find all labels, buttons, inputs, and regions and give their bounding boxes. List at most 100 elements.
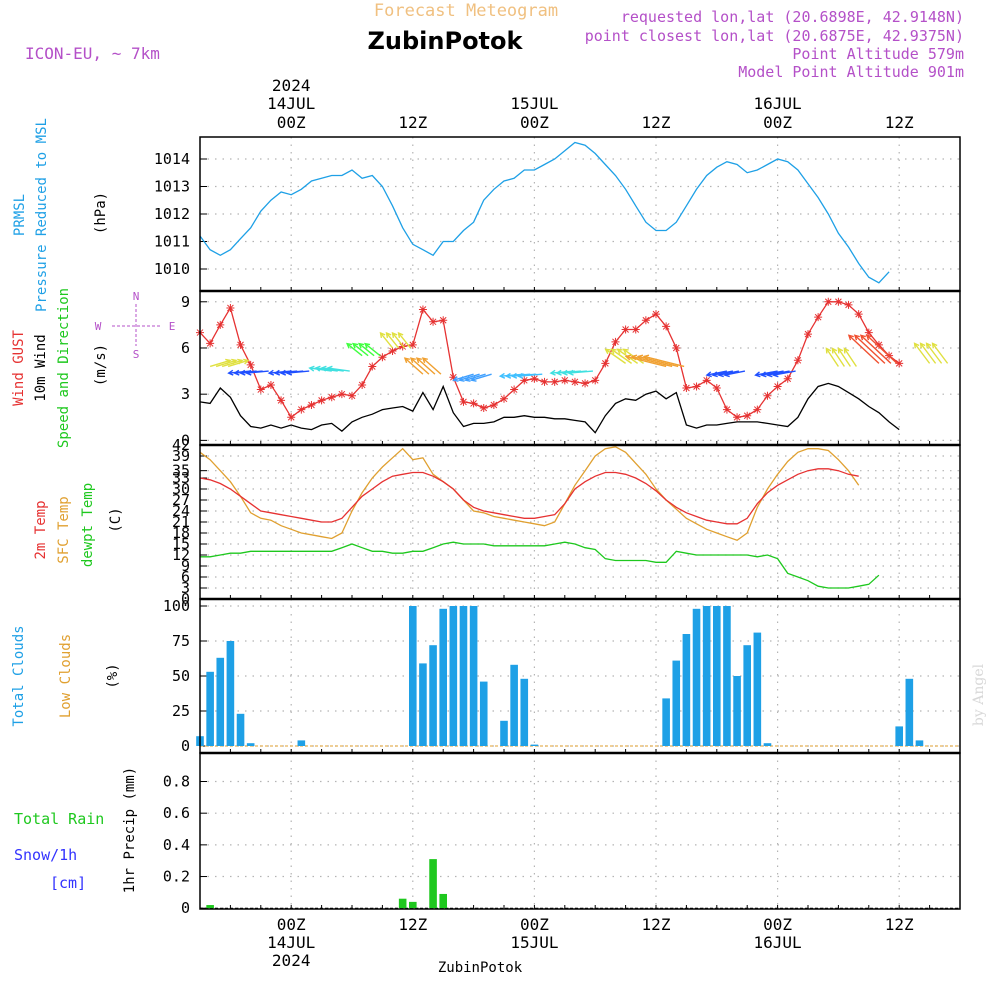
wind-arrow bbox=[246, 370, 269, 374]
gust-label: Wind GUST bbox=[11, 330, 27, 406]
wind-arrow-head bbox=[403, 357, 410, 364]
gust-line-marker bbox=[692, 382, 701, 391]
wind-arrow-head bbox=[549, 369, 556, 376]
top-day-label: 14JUL bbox=[267, 94, 315, 113]
wind-arrow bbox=[611, 348, 633, 364]
temperature-ytick-label: 33 bbox=[172, 469, 190, 487]
cloud-bar bbox=[469, 606, 478, 746]
wind-arrow-head bbox=[498, 372, 506, 379]
wind-arrow-head bbox=[705, 371, 712, 378]
wind-arrow-head bbox=[239, 369, 246, 376]
wind-arrow bbox=[773, 370, 796, 376]
cloud-bar bbox=[520, 678, 529, 746]
gust-line-marker bbox=[277, 396, 286, 405]
footer-location: ZubinPotok bbox=[438, 960, 523, 976]
cloud-bar bbox=[763, 743, 772, 746]
model-label: ICON-EU, ~ 7km bbox=[25, 44, 160, 63]
compass-n: N bbox=[133, 290, 140, 303]
temperature-ytick-label: 27 bbox=[172, 491, 190, 509]
bottom-hour-label: 12Z bbox=[398, 915, 427, 934]
gust-line-marker bbox=[378, 353, 387, 362]
model-altitude: Model Point Altitude 901m bbox=[738, 63, 964, 81]
wind-arrow bbox=[358, 343, 375, 357]
wind-arrow bbox=[706, 370, 728, 376]
wind-arrow bbox=[404, 357, 424, 375]
top-hour-label: 12Z bbox=[398, 113, 427, 132]
wind-arrow-head bbox=[273, 369, 281, 376]
top-year-label: 2024 bbox=[272, 76, 311, 95]
cloud-bar bbox=[753, 632, 762, 746]
wind-arrow bbox=[364, 343, 381, 357]
location-title: ZubinPotok bbox=[368, 27, 524, 55]
temperature-ytick-label: 0 bbox=[181, 590, 190, 608]
precip-ytick-label: 0 bbox=[181, 899, 190, 917]
top-hour-label: 00Z bbox=[763, 113, 792, 132]
total-clouds-label: Total Clouds bbox=[11, 625, 27, 726]
wind-arrow-head bbox=[925, 342, 932, 349]
wind-arrow bbox=[625, 355, 667, 368]
wind-arrow-head bbox=[610, 348, 617, 355]
wind-arrow-head bbox=[717, 371, 724, 378]
wind-arrow bbox=[352, 343, 369, 357]
wind-arrow bbox=[465, 373, 486, 381]
compass: N S W E bbox=[95, 290, 176, 361]
wind-arrow-head bbox=[452, 376, 459, 382]
wind-arrow bbox=[321, 367, 344, 372]
wind-arrow-head bbox=[415, 357, 422, 364]
wind-arrow-head bbox=[233, 369, 240, 376]
gust-line-marker bbox=[358, 380, 367, 389]
wind-arrow bbox=[391, 332, 406, 349]
rain-bar bbox=[429, 859, 437, 909]
wind-arrow-head bbox=[561, 369, 568, 376]
wind-panel: 0 3 6 9 bbox=[181, 291, 961, 449]
wind-arrow bbox=[605, 348, 627, 364]
wind-arrow-head bbox=[314, 365, 321, 372]
wind10m-line bbox=[199, 382, 900, 434]
precip-ytick-label: 0.2 bbox=[163, 868, 190, 886]
wind-arrow-head bbox=[754, 371, 761, 378]
temperature-ytick-label: 6 bbox=[181, 568, 190, 586]
bottom-year-label: 2024 bbox=[272, 951, 311, 970]
gust-line-marker bbox=[773, 382, 782, 391]
wind-arrow-head bbox=[326, 365, 333, 372]
rain-label: Total Rain bbox=[14, 810, 104, 828]
wind-arrow bbox=[416, 357, 436, 375]
gust-line-marker bbox=[814, 313, 823, 322]
wind-arrow-head bbox=[320, 365, 327, 372]
clouds-ytick-label: 50 bbox=[172, 667, 190, 685]
gust-line-marker bbox=[722, 405, 731, 414]
top-title: Forecast Meteogram bbox=[374, 1, 558, 21]
wind-arrow-head bbox=[843, 347, 850, 354]
t2m-line bbox=[199, 468, 859, 525]
temperature-ytick-label: 39 bbox=[172, 447, 190, 465]
rain-bar bbox=[398, 898, 407, 909]
closest-coords: point closest lon,lat (20.6875E, 42.9375… bbox=[585, 27, 964, 45]
cloud-bar bbox=[439, 608, 447, 746]
wind-arrow bbox=[309, 367, 332, 372]
precip-ytick-label: 0.6 bbox=[163, 804, 190, 822]
precip-labels: Total Rain Snow/1h [cm] 1hr Precip (mm) bbox=[14, 767, 138, 893]
gust-line-marker bbox=[570, 377, 579, 386]
gust-line-marker bbox=[216, 320, 225, 329]
gust-line-marker bbox=[641, 316, 650, 325]
wind-arrow-head bbox=[243, 358, 250, 365]
cloud-bar bbox=[895, 726, 903, 746]
gust-line-marker bbox=[348, 391, 356, 400]
gust-line-marker bbox=[479, 404, 488, 413]
requested-coords: requested lon,lat (20.6898E, 42.9148N) bbox=[621, 8, 964, 26]
wind-arrow bbox=[761, 370, 784, 376]
wind-arrow-head bbox=[630, 354, 638, 361]
temperature-ytick-label: 35 bbox=[172, 462, 190, 480]
panels: 1010101110121013101403690369121518212427… bbox=[154, 137, 961, 917]
temperature-ytick-label: 30 bbox=[172, 480, 190, 498]
top-hour-label: 00Z bbox=[277, 113, 306, 132]
gust-line-marker bbox=[297, 405, 306, 414]
temp-unit: (C) bbox=[108, 507, 124, 532]
compass-w: W bbox=[95, 320, 102, 333]
gust-line-marker bbox=[287, 413, 296, 422]
cloud-bar bbox=[297, 740, 306, 746]
temp-labels: 2m Temp SFC Temp dewpt Temp (C) bbox=[33, 483, 124, 567]
wind-arrow-head bbox=[267, 369, 275, 376]
wind-arrow-head bbox=[458, 376, 465, 382]
